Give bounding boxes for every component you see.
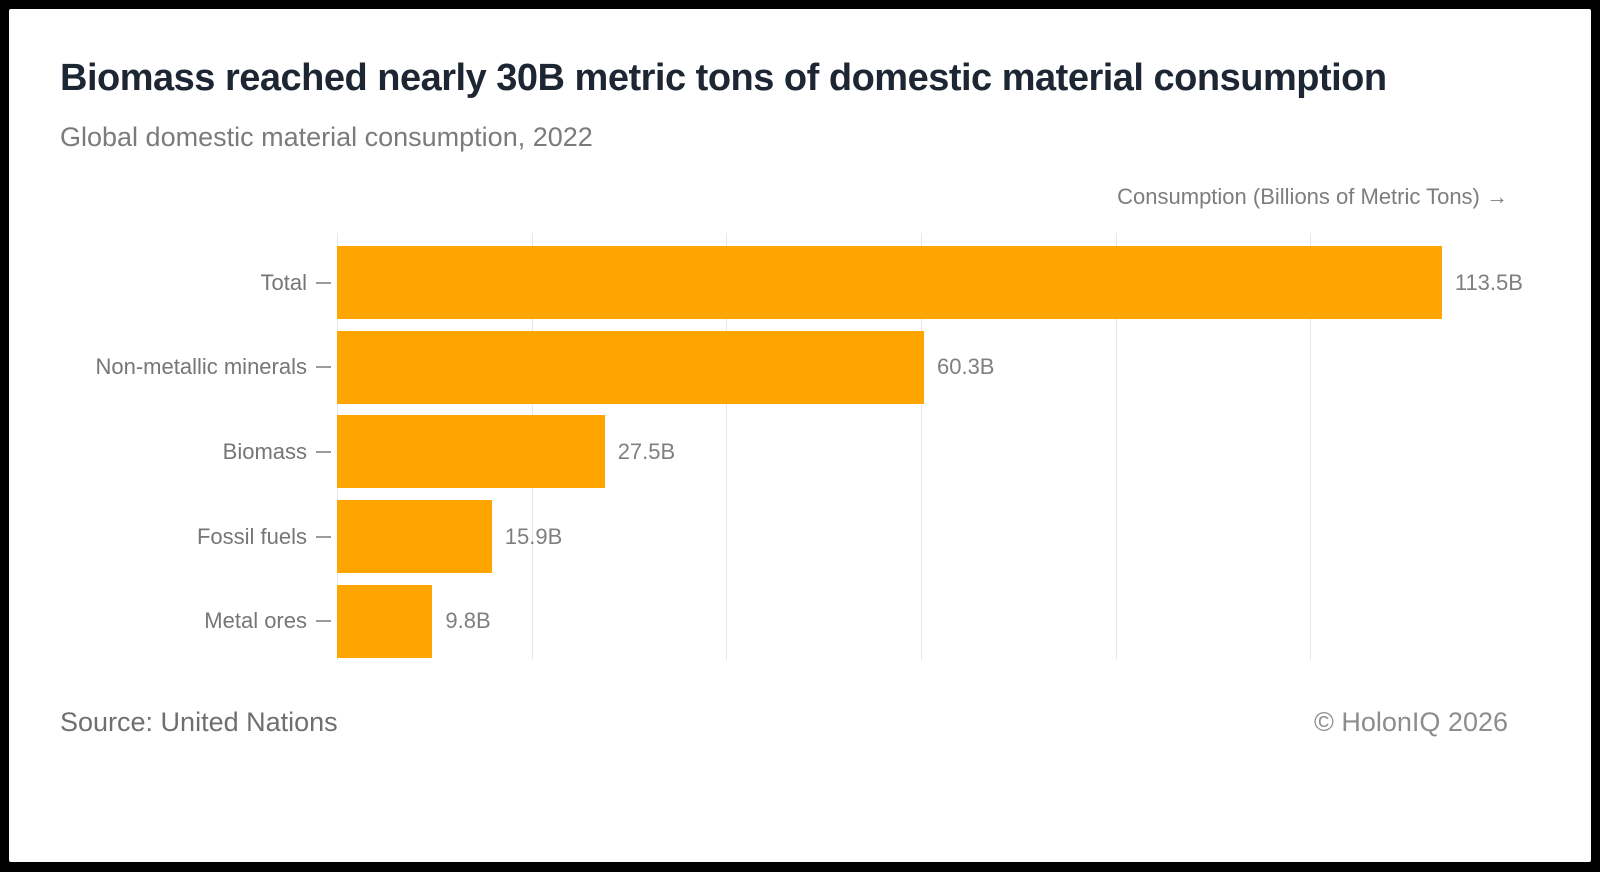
value-label: 113.5B <box>1454 269 1523 295</box>
category-label: Metal ores <box>204 608 307 634</box>
value-label: 60.3B <box>936 354 995 380</box>
copyright-note: © HolonIQ 2026 <box>1313 707 1508 737</box>
bar-non-metallic-minerals <box>337 330 924 404</box>
bar-metal-ores <box>337 584 433 658</box>
bar-biomass <box>337 415 605 489</box>
category-label: Total <box>260 269 307 295</box>
value-label: 27.5B <box>617 438 676 464</box>
gridline-80 <box>1115 233 1117 660</box>
value-label: 9.8B <box>445 608 491 634</box>
bar-total <box>337 246 1442 319</box>
plot-area: Total 113.5B Non-metallic minerals 60.3B Bio… <box>95 233 1523 660</box>
category-tick <box>316 281 331 284</box>
category-tick <box>316 366 331 369</box>
x-axis-title: Consumption (Billions of Metric Tons) → <box>1117 184 1508 209</box>
category-label: Non-metallic minerals <box>95 354 307 380</box>
gridline-40 <box>726 233 728 660</box>
bar-row: Metal ores 9.8B <box>204 584 1510 658</box>
source-note: Source: United Nations <box>60 707 338 737</box>
chart-card: Biomass reached nearly 30B metric tons o… <box>9 9 1591 862</box>
bar-row: Total 113.5B <box>261 246 1523 319</box>
category-tick <box>316 620 331 623</box>
bar-fossil-fuels <box>337 500 492 574</box>
chart-subtitle: Global domestic material consumption, 20… <box>60 122 593 152</box>
bar-row: Non-metallic minerals 60.3B <box>95 330 1510 404</box>
bar-row: Biomass 27.5B <box>223 415 1510 489</box>
chart-title: Biomass reached nearly 30B metric tons o… <box>60 57 1387 99</box>
gridline-100 <box>1310 233 1312 660</box>
category-tick <box>316 535 331 538</box>
value-label: 15.9B <box>504 523 563 549</box>
category-label: Fossil fuels <box>196 523 307 549</box>
gridline-60 <box>921 233 923 660</box>
category-tick <box>316 450 331 453</box>
category-label: Biomass <box>222 438 307 464</box>
bar-row: Fossil fuels 15.9B <box>197 500 1510 574</box>
